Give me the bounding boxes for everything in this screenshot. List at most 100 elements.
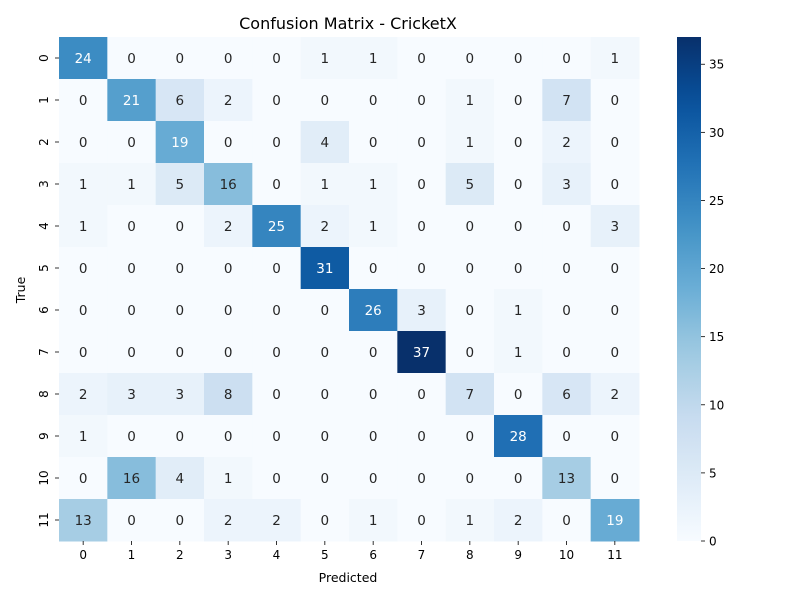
heatmap-cell (494, 415, 543, 458)
cell-value-label: 21 (123, 93, 140, 109)
heatmap-cell (204, 415, 253, 458)
cell-value-label: 4 (176, 471, 185, 487)
cell-value-label: 0 (369, 135, 378, 151)
heatmap-cell (349, 457, 398, 500)
heatmap-cell (204, 163, 253, 206)
heatmap-cell (252, 289, 302, 332)
cell-value-label: 0 (176, 51, 185, 67)
cell-value-label: 1 (321, 51, 330, 67)
heatmap-cell (590, 499, 640, 542)
cell-value-label: 2 (321, 219, 330, 235)
heatmap-cell (349, 373, 398, 416)
cell-value-label: 0 (466, 51, 475, 67)
heatmap-cell (349, 205, 398, 248)
heatmap-cell (59, 79, 108, 122)
heatmap-cell (445, 415, 495, 458)
heatmap-cell (107, 373, 157, 416)
heatmap-cell (397, 247, 447, 290)
heatmap-cell (349, 247, 398, 290)
cell-value-label: 2 (272, 513, 281, 529)
cell-value-label: 0 (321, 513, 330, 529)
cell-value-label: 0 (176, 345, 185, 361)
cell-value-label: 1 (611, 51, 620, 67)
cell-value-label: 1 (224, 471, 233, 487)
x-tick-label: 6 (369, 548, 377, 562)
cell-value-label: 0 (611, 93, 620, 109)
cell-value-label: 3 (611, 219, 620, 235)
y-tick-label: 3 (37, 180, 51, 188)
heatmap-cell (445, 373, 495, 416)
heatmap-cell (155, 457, 205, 500)
x-tick-label: 3 (224, 548, 232, 562)
cell-value-label: 0 (369, 471, 378, 487)
cell-value-label: 0 (466, 471, 475, 487)
heatmap-cell (397, 331, 447, 374)
heatmap-cell (155, 247, 205, 290)
heatmap-cell (59, 37, 108, 80)
cell-value-label: 0 (611, 345, 620, 361)
heatmap-cell (204, 37, 253, 80)
heatmap-cell (155, 121, 205, 164)
heatmap-cell (542, 121, 592, 164)
heatmap-cell (590, 79, 640, 122)
colorbar-tick-label: 20 (709, 262, 724, 276)
heatmap-cell (300, 415, 350, 458)
cell-value-label: 1 (79, 429, 88, 445)
chart-title: Confusion Matrix - CricketX (239, 14, 457, 33)
cell-value-label: 0 (514, 471, 523, 487)
cell-value-label: 1 (466, 93, 475, 109)
cell-value-label: 0 (79, 345, 88, 361)
cell-value-label: 0 (127, 51, 136, 67)
cell-value-label: 13 (75, 513, 92, 529)
cell-value-label: 0 (562, 261, 571, 277)
heatmap-cell (107, 121, 157, 164)
heatmap-cell (590, 373, 640, 416)
cell-value-label: 1 (369, 219, 378, 235)
cell-value-label: 0 (514, 219, 523, 235)
heatmap-cell (494, 37, 543, 80)
cell-value-label: 37 (413, 345, 430, 361)
heatmap-cell (300, 499, 350, 542)
heatmap-cell (397, 79, 447, 122)
heatmap-cell (155, 205, 205, 248)
cell-value-label: 0 (611, 471, 620, 487)
cell-value-label: 26 (365, 303, 382, 319)
heatmap-cell (252, 247, 302, 290)
heatmap-cell (107, 331, 157, 374)
heatmap-cell (590, 457, 640, 500)
cell-value-label: 0 (466, 429, 475, 445)
cell-value-label: 2 (79, 387, 88, 403)
y-tick-label: 11 (37, 512, 51, 527)
y-tick-label: 6 (37, 306, 51, 314)
heatmap-cell (349, 415, 398, 458)
heatmap-cell (252, 331, 302, 374)
cell-value-label: 2 (224, 93, 233, 109)
cell-value-label: 0 (514, 387, 523, 403)
heatmap-cell (59, 121, 108, 164)
heatmap-cell (107, 205, 157, 248)
heatmap-cell (300, 373, 350, 416)
heatmap-cell (204, 247, 253, 290)
heatmap-cell (300, 163, 350, 206)
heatmap-cell (590, 205, 640, 248)
colorbar-tick-label: 10 (709, 398, 724, 412)
cell-value-label: 16 (123, 471, 140, 487)
heatmap-cell (349, 289, 398, 332)
cell-value-label: 0 (272, 261, 281, 277)
heatmap-cell (300, 331, 350, 374)
cell-value-label: 0 (272, 471, 281, 487)
cell-value-label: 0 (562, 345, 571, 361)
cell-value-label: 5 (176, 177, 185, 193)
y-tick-label: 2 (37, 138, 51, 146)
heatmap-cell (590, 289, 640, 332)
cell-value-label: 1 (79, 219, 88, 235)
cell-value-label: 3 (127, 387, 136, 403)
cell-value-label: 0 (466, 219, 475, 235)
heatmap-cell (494, 121, 543, 164)
heatmap-cell (445, 289, 495, 332)
cell-value-label: 0 (466, 261, 475, 277)
heatmap-cell (59, 289, 108, 332)
cell-value-label: 1 (466, 513, 475, 529)
cell-value-label: 0 (224, 135, 233, 151)
